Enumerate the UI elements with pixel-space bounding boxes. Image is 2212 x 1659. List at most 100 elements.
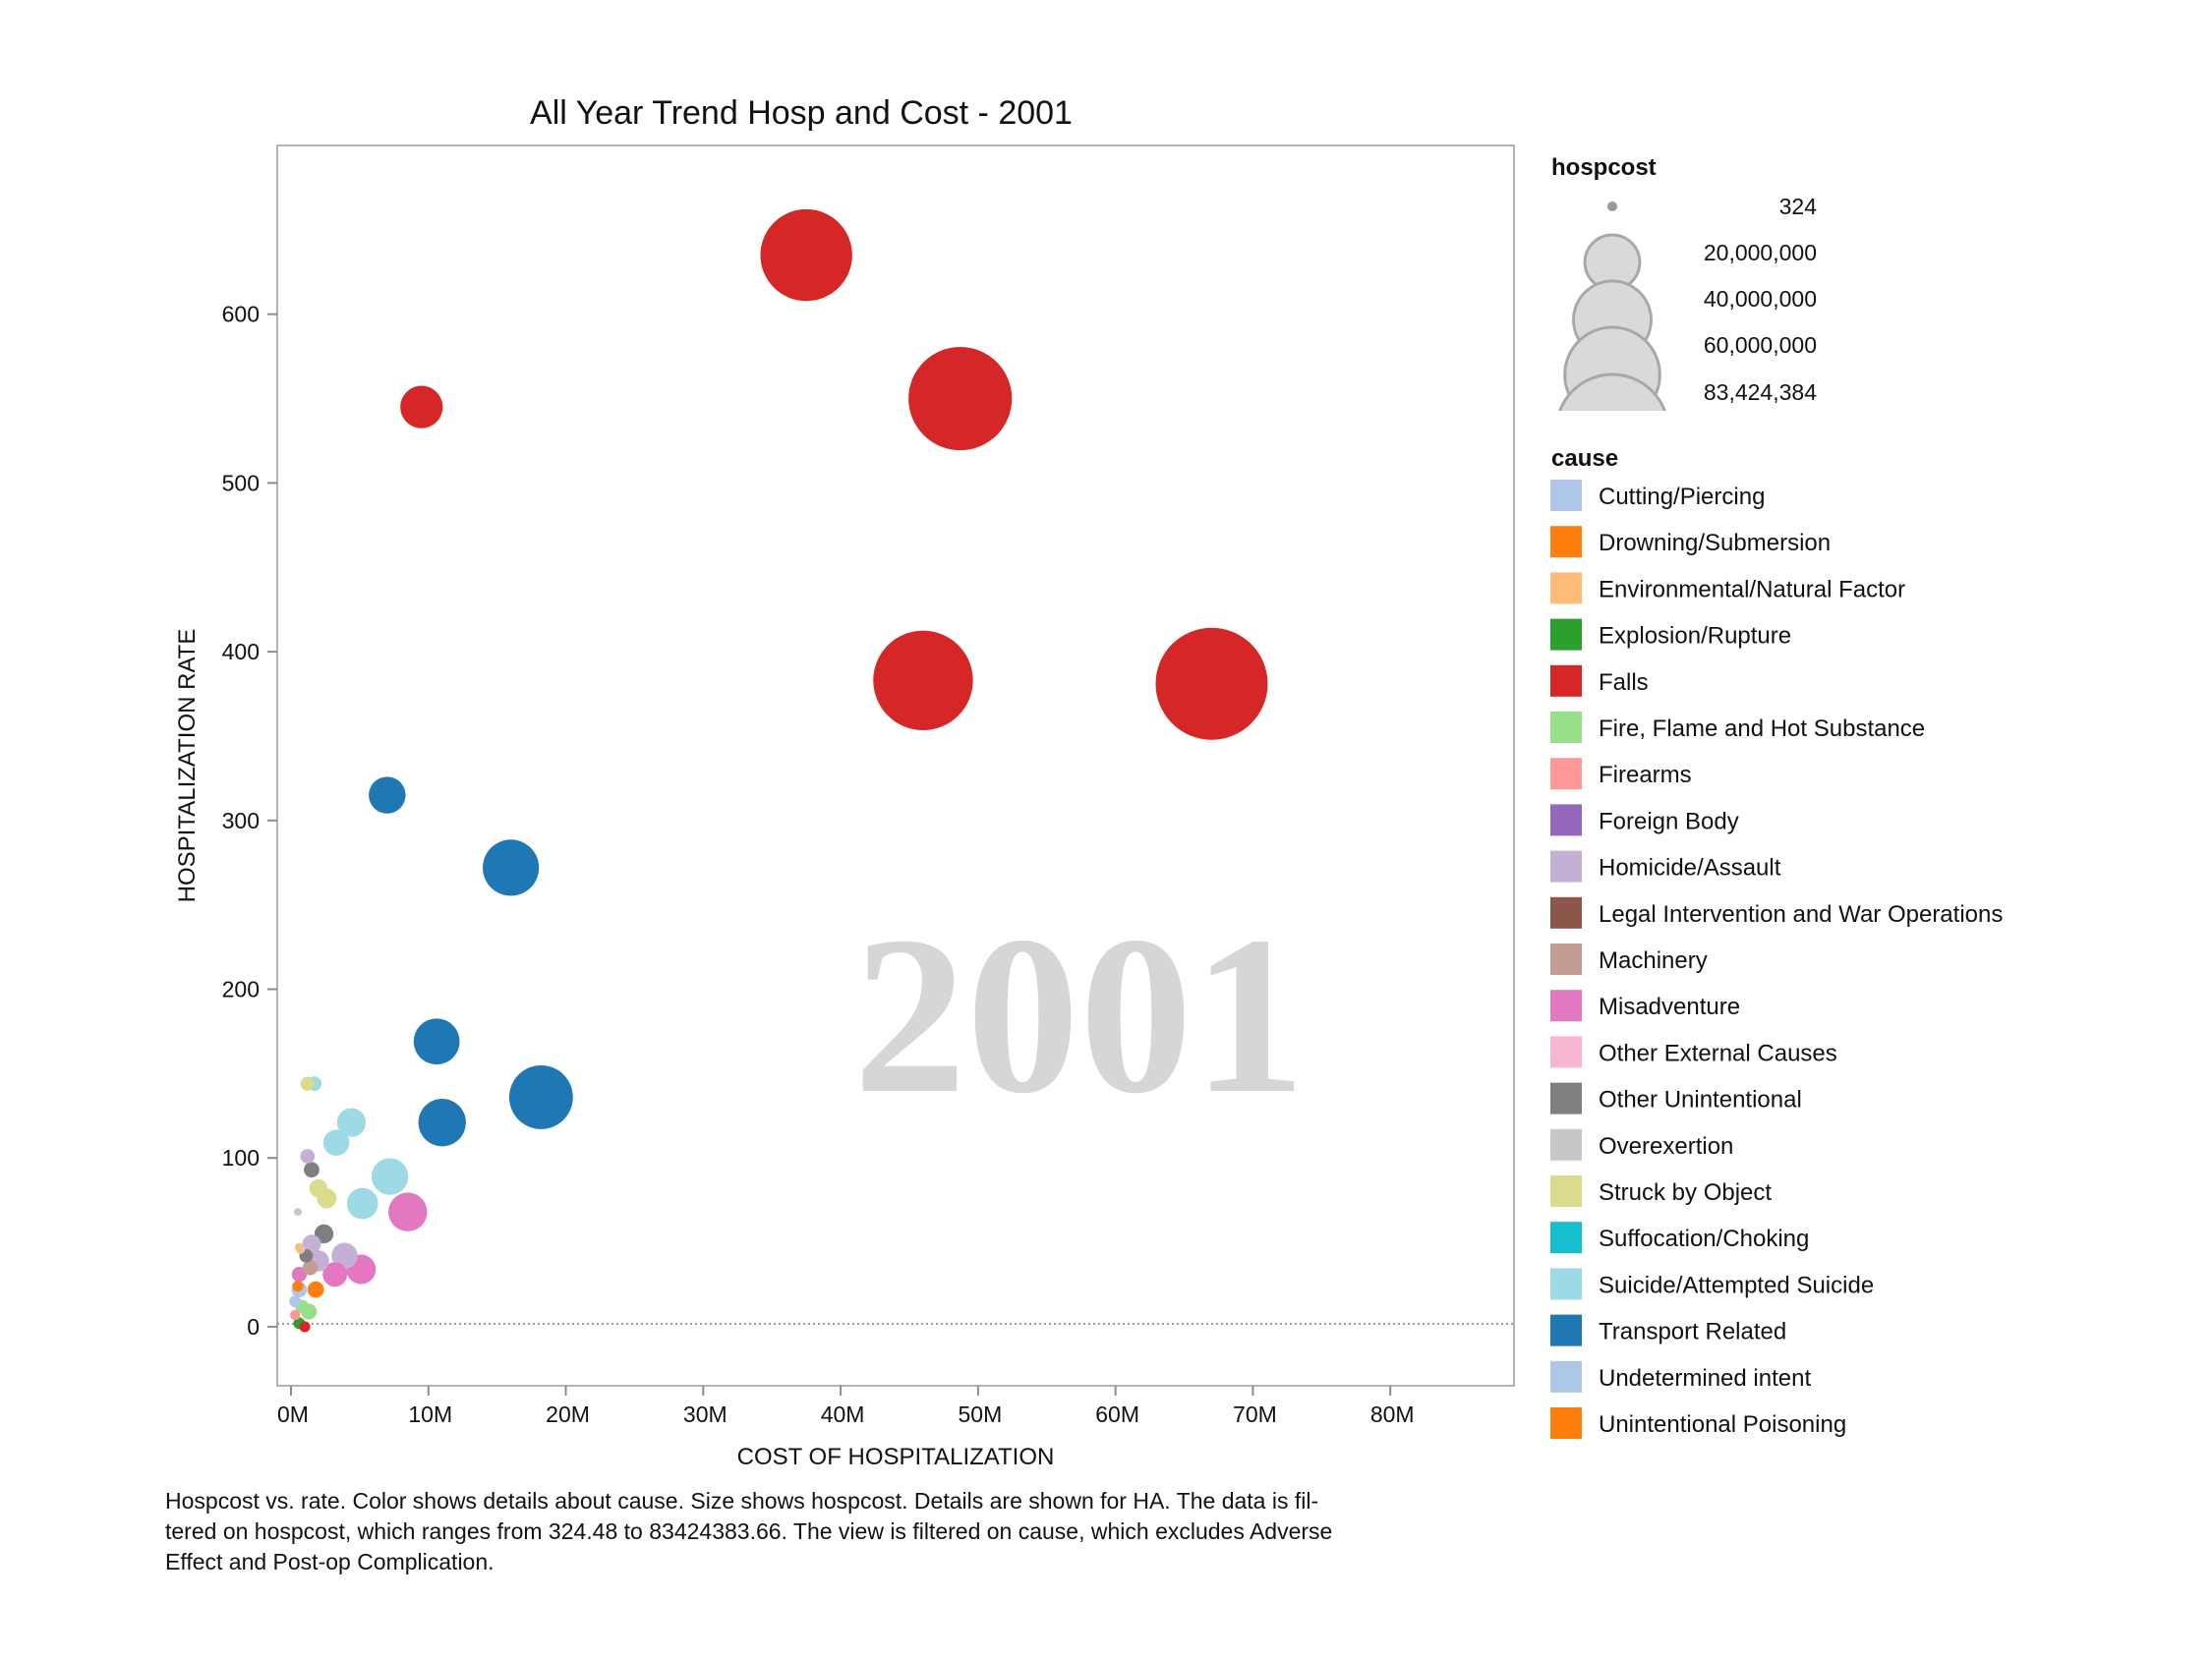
y-axis-label: HOSPITALIZATION RATE [174, 629, 201, 903]
point-homicide-assault [302, 1234, 321, 1254]
point-firearms [289, 1309, 301, 1321]
legend-label-firearms: Firearms [1599, 762, 1692, 788]
point-struck-by-object [309, 1178, 328, 1198]
point-falls [873, 630, 973, 730]
size-legend-label: 324 [1779, 194, 1818, 219]
legend-label-suffocation-choking: Suffocation/Choking [1599, 1226, 1809, 1252]
legend-label-environmental-natural-factor: Environmental/Natural Factor [1599, 576, 1905, 602]
legend-swatch-transport-related [1550, 1314, 1582, 1346]
legend-label-falls: Falls [1599, 669, 1649, 696]
color-legend-title: cause [1551, 445, 1618, 472]
point-misadventure [388, 1192, 428, 1231]
point-falls [299, 1321, 311, 1333]
y-tick-label: 0 [247, 1314, 260, 1340]
point-misadventure [322, 1262, 348, 1287]
y-tick-label: 100 [222, 1145, 260, 1171]
legend-label-transport-related: Transport Related [1599, 1319, 1786, 1345]
point-transport-related [369, 776, 406, 814]
size-legend-label: 40,000,000 [1704, 286, 1817, 312]
legend-swatch-cutting-piercing [1550, 480, 1582, 511]
legend-swatch-other-unintentional [1550, 1082, 1582, 1115]
caption-line-3: Effect and Post-op Complication. [165, 1549, 495, 1574]
point-homicide-assault [331, 1242, 358, 1270]
size-legend-circle [1558, 372, 1666, 411]
x-tick-label: 60M [1095, 1402, 1139, 1427]
point-transport-related [508, 1064, 573, 1129]
plot-area: 2001 [276, 144, 1515, 1387]
size-legend-label: 60,000,000 [1704, 332, 1817, 358]
legend-label-drowning-submersion: Drowning/Submersion [1599, 530, 1831, 556]
point-transport-related [413, 1018, 460, 1065]
legend-label-unintentional-poisoning: Unintentional Poisoning [1599, 1411, 1846, 1438]
point-falls [400, 385, 443, 429]
legend-label-fire-flame-and-hot-substance: Fire, Flame and Hot Substance [1599, 715, 1925, 742]
legend-swatch-fire-flame-and-hot-substance [1550, 712, 1582, 743]
points-layer [289, 208, 1268, 1333]
legend-swatch-overexertion [1550, 1128, 1582, 1161]
point-transport-related [483, 839, 540, 896]
legend-swatch-suicide-attempted-suicide [1550, 1268, 1582, 1300]
point-suicide-attempted-suicide [322, 1129, 350, 1156]
legend-swatch-unintentional-poisoning [1550, 1407, 1582, 1439]
point-unintentional-poisoning [307, 1281, 324, 1298]
legend-swatch-environmental-natural-factor [1550, 572, 1582, 604]
size-legend-circles [1558, 201, 1666, 411]
legend-label-machinery: Machinery [1599, 947, 1708, 974]
point-machinery [302, 1260, 319, 1276]
point-falls [760, 208, 852, 302]
x-tick-label: 0M [277, 1402, 309, 1427]
chart-caption: Hospcost vs. rate. Color shows details a… [165, 1486, 1522, 1577]
plot-frame [276, 144, 1515, 1387]
legend-label-other-unintentional: Other Unintentional [1599, 1087, 1802, 1114]
x-tick-label: 50M [958, 1402, 1002, 1427]
year-watermark: 2001 [853, 889, 1306, 1140]
caption-line-2: tered on hospcost, which ranges from 324… [165, 1518, 1333, 1544]
legend-swatch-suffocation-choking [1550, 1222, 1582, 1254]
y-tick-label: 500 [222, 470, 260, 495]
legend-swatch-explosion-rupture [1550, 618, 1582, 651]
size-legend-label: 20,000,000 [1704, 240, 1817, 265]
legend-label-struck-by-object: Struck by Object [1599, 1179, 1772, 1206]
size-legend-circle [1607, 201, 1617, 211]
y-axis: 0 100 200 300 400 500 600 [222, 302, 277, 1340]
point-struck-by-object [300, 1076, 315, 1091]
x-tick-label: 10M [408, 1402, 452, 1427]
y-tick-label: 200 [222, 977, 260, 1002]
legend-label-homicide-assault: Homicide/Assault [1599, 855, 1781, 882]
y-tick-label: 300 [222, 808, 260, 833]
point-undetermined-intent [289, 1295, 302, 1308]
size-legend-title: hospcost [1551, 154, 1657, 181]
legend-swatch-foreign-body [1550, 804, 1582, 836]
x-tick-label: 30M [683, 1402, 728, 1427]
legend-label-undetermined-intent: Undetermined intent [1599, 1365, 1811, 1392]
x-axis: 0M 10M 20M 30M 40M 50M 60M 70M 80M [277, 1386, 1415, 1427]
point-falls [908, 346, 1013, 451]
point-suicide-attempted-suicide [346, 1187, 378, 1220]
legend-label-other-external-causes: Other External Causes [1599, 1040, 1837, 1066]
point-overexertion [293, 1208, 302, 1217]
x-tick-label: 80M [1370, 1402, 1415, 1427]
size-legend: hospcost 324 20,000,000 40,000,000 60,000,0… [1551, 154, 1818, 411]
point-suicide-attempted-suicide [371, 1158, 409, 1195]
point-misadventure [291, 1267, 308, 1283]
legend-swatch-legal-intervention-and-war-operations [1550, 896, 1582, 929]
x-axis-label: COST OF HOSPITALIZATION [737, 1444, 1055, 1470]
size-legend-label: 83,424,384 [1704, 379, 1817, 405]
legend-label-misadventure: Misadventure [1599, 994, 1740, 1020]
legend-label-overexertion: Overexertion [1599, 1133, 1733, 1160]
point-falls [1155, 627, 1268, 740]
legend-label-suicide-attempted-suicide: Suicide/Attempted Suicide [1599, 1272, 1874, 1298]
legend-label-legal-intervention-and-war-operations: Legal Intervention and War Operations [1599, 901, 2003, 928]
x-tick-label: 40M [821, 1402, 865, 1427]
legend-label-cutting-piercing: Cutting/Piercing [1599, 484, 1765, 510]
legend-swatch-other-external-causes [1550, 1036, 1582, 1068]
y-tick-label: 400 [222, 639, 260, 664]
legend-swatch-undetermined-intent [1550, 1360, 1582, 1393]
point-homicide-assault [300, 1149, 316, 1164]
point-transport-related [418, 1098, 466, 1147]
caption-line-1: Hospcost vs. rate. Color shows details a… [165, 1488, 1319, 1514]
y-tick-label: 600 [222, 302, 260, 327]
legend-label-foreign-body: Foreign Body [1599, 808, 1739, 834]
x-tick-label: 20M [546, 1402, 590, 1427]
